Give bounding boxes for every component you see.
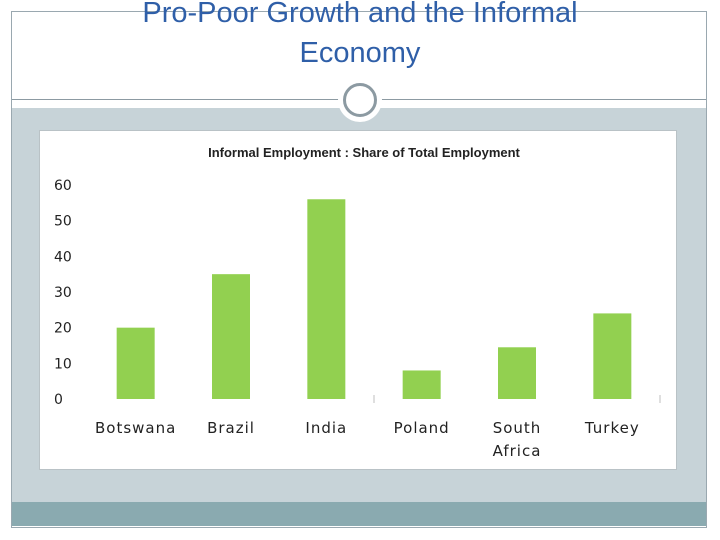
title-area: Pro-Poor Growth and the Informal Economy [12,0,708,88]
chart-title: Informal Employment : Share of Total Emp… [208,145,520,160]
slide-title: Pro-Poor Growth and the Informal Economy [12,0,708,73]
chart-container: Informal Employment : Share of Total Emp… [39,130,677,470]
x-category-label: Botswana [95,419,176,437]
x-category-label: South Africa [493,419,542,460]
y-tick-label: 10 [54,356,72,372]
y-tick-label: 60 [54,178,72,194]
x-category-label: Turkey [584,419,640,437]
bar-south-africa [498,347,536,399]
slide-title-line-2: Economy [299,37,421,69]
circle-ornament-icon [338,78,382,122]
bar-brazil [212,274,250,399]
y-tick-label: 40 [54,249,72,265]
y-tick-label: 30 [54,285,72,301]
y-tick-label: 0 [54,392,63,408]
bar-chart: Informal Employment : Share of Total Emp… [54,145,661,460]
bar-poland [402,370,441,399]
y-tick-label: 20 [54,321,72,337]
x-category-label: India [305,419,347,437]
x-category-label: Brazil [207,419,255,437]
slide-title-line-1: Pro-Poor Growth and the Informal [142,0,578,29]
bar-botswana [116,327,155,399]
y-tick-label: 50 [54,214,72,230]
x-category-label: Poland [394,419,450,437]
bar-india [307,199,346,399]
footer-band [12,502,706,526]
bar-turkey [593,313,632,399]
